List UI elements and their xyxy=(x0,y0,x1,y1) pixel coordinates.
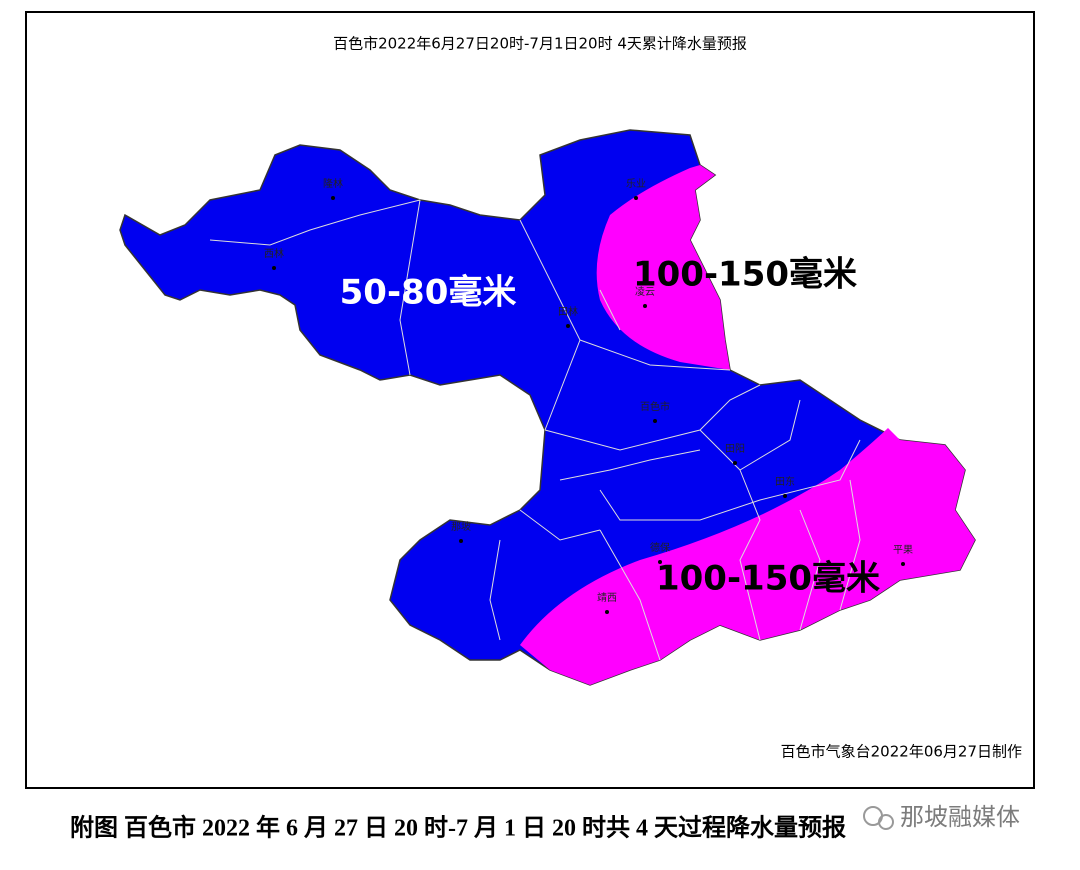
county-seat xyxy=(459,539,463,543)
county-border xyxy=(579,339,731,371)
map-frame xyxy=(25,11,1035,789)
county-seat xyxy=(566,324,570,328)
county-border xyxy=(699,399,801,471)
county-label: 田东 xyxy=(775,475,795,488)
map-credit: 百色市气象台2022年06月27日制作 xyxy=(781,743,1022,761)
county-border xyxy=(799,509,821,631)
watermark-text: 那坡融媒体 xyxy=(900,803,1020,831)
county-label: 百色市 xyxy=(640,400,670,413)
county-border xyxy=(599,289,621,331)
wechat-icon xyxy=(878,814,894,830)
county-label: 靖西 xyxy=(597,591,617,604)
zone-label: 100-150毫米 xyxy=(656,559,880,599)
county-border xyxy=(559,449,701,481)
caption: 附图 百色市 2022 年 6 月 27 日 20 时-7 月 1 日 20 时… xyxy=(70,814,846,842)
county-border xyxy=(519,509,601,541)
county-seat xyxy=(653,419,657,423)
county-seat xyxy=(331,196,335,200)
county-seat xyxy=(643,304,647,308)
county-seat xyxy=(634,196,638,200)
zone-label: 100-150毫米 xyxy=(633,255,857,295)
map-title: 百色市2022年6月27日20时-7月1日20时 4天累计降水量预报 xyxy=(333,35,747,53)
county-seat xyxy=(783,494,787,498)
county-seat xyxy=(658,560,662,564)
county-label: 隆林 xyxy=(323,177,343,190)
county-label: 田阳 xyxy=(725,443,745,455)
county-border xyxy=(599,439,861,521)
county-label: 平果 xyxy=(893,544,913,556)
county-seat xyxy=(733,461,737,465)
county-label: 西林 xyxy=(264,247,284,260)
rain-zone-100-150-north xyxy=(596,165,730,370)
rain-zone-100-150-south xyxy=(520,428,975,685)
county-border xyxy=(489,539,501,641)
county-label: 凌云 xyxy=(635,285,655,298)
county-border xyxy=(739,469,761,641)
county-border xyxy=(839,479,861,611)
watermark: 那坡融媒体 xyxy=(863,803,1020,831)
county-seat xyxy=(605,610,609,614)
county-seat xyxy=(272,266,276,270)
county-label: 田林 xyxy=(558,305,578,318)
map-shapes xyxy=(119,129,976,686)
county-border xyxy=(599,529,661,661)
county-label: 乐业 xyxy=(626,178,646,190)
county-border xyxy=(209,199,421,246)
county-seat xyxy=(901,562,905,566)
county-label: 那坡 xyxy=(451,520,471,533)
zone-label: 50-80毫米 xyxy=(340,273,517,313)
county-border xyxy=(519,219,581,431)
county-label: 德保 xyxy=(650,541,670,554)
county-border xyxy=(399,199,421,376)
